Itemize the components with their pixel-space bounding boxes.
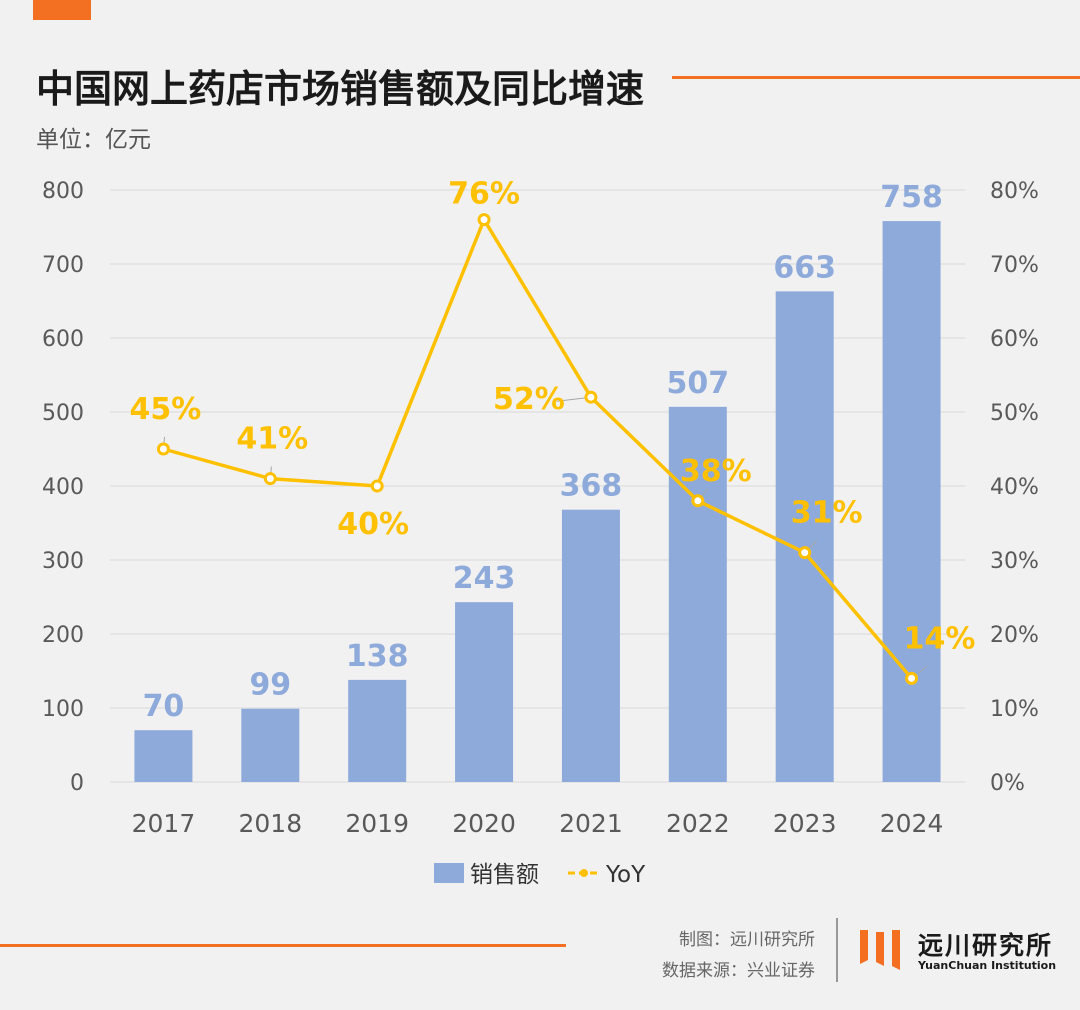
yoy-point: [156, 442, 170, 456]
brand-name-en: YuanChuan Institution: [918, 959, 1057, 972]
bar: [561, 509, 620, 782]
yoy-data-label: 31%: [791, 496, 863, 531]
bar-data-label: 99: [249, 668, 291, 703]
footer-accent-rule: [0, 944, 566, 947]
y-left-tick-label: 200: [42, 623, 84, 648]
bar: [241, 708, 300, 782]
bar-data-label: 663: [773, 250, 836, 285]
bar-data-label: 70: [143, 689, 185, 724]
legend-line-marker: [580, 869, 588, 877]
bar-data-label: 507: [667, 366, 730, 401]
x-tick-label: 2018: [239, 809, 303, 838]
yoy-data-label: 38%: [680, 454, 752, 489]
x-tick-label: 2019: [345, 809, 409, 838]
yoy-data-label: 45%: [130, 392, 202, 427]
y-left-tick-label: 600: [42, 327, 84, 352]
bar: [882, 221, 941, 782]
y-left-tick-label: 0: [70, 771, 84, 796]
header-accent-tab: [33, 0, 91, 20]
bar-data-label: 368: [560, 469, 623, 504]
unit-label: 单位：亿元: [36, 127, 151, 153]
y-left-tick-label: 100: [42, 697, 84, 722]
y-left-tick-label: 400: [42, 475, 84, 500]
brand-logo-icon: [860, 930, 900, 970]
y-right-tick-label: 50%: [990, 401, 1039, 426]
bar: [775, 291, 834, 782]
yoy-point: [584, 390, 598, 404]
credit-maker: 制图：远川研究所: [679, 930, 815, 950]
legend-bar-label: 销售额: [470, 862, 539, 888]
y-right-tick-label: 20%: [990, 623, 1039, 648]
x-tick-label: 2022: [666, 809, 730, 838]
chart-title: 中国网上药店市场销售额及同比增速: [36, 67, 645, 111]
yoy-point: [477, 213, 491, 227]
yoy-data-label: 40%: [337, 507, 409, 542]
yoy-point: [370, 479, 384, 493]
x-tick-label: 2021: [559, 809, 623, 838]
x-tick-label: 2024: [880, 809, 944, 838]
y-right-tick-label: 40%: [990, 475, 1039, 500]
y-right-tick-label: 80%: [990, 179, 1039, 204]
y-right-tick-label: 70%: [990, 253, 1039, 278]
y-right-tick-label: 0%: [990, 771, 1025, 796]
bar-data-label: 758: [880, 180, 943, 215]
bar-data-label: 243: [453, 561, 516, 596]
y-left-tick-label: 300: [42, 549, 84, 574]
credit-source: 数据来源：兴业证券: [662, 961, 815, 981]
y-left-tick-label: 700: [42, 253, 84, 278]
brand-name: 远川研究所: [918, 931, 1054, 960]
yoy-point: [691, 494, 705, 508]
y-left-tick-label: 800: [42, 179, 84, 204]
yoy-point: [905, 671, 919, 685]
y-right-tick-label: 30%: [990, 549, 1039, 574]
yoy-line: [162, 217, 913, 680]
bar: [455, 602, 514, 782]
yoy-data-label: 76%: [448, 177, 520, 212]
y-left-tick-label: 500: [42, 401, 84, 426]
x-tick-label: 2023: [773, 809, 837, 838]
y-right-tick-label: 60%: [990, 327, 1039, 352]
bar: [134, 730, 193, 782]
y-right-tick-label: 10%: [990, 697, 1039, 722]
bar: [668, 406, 727, 782]
x-tick-label: 2020: [452, 809, 516, 838]
bar: [348, 679, 407, 782]
footer-divider: [836, 918, 838, 982]
yoy-data-label: 52%: [493, 382, 565, 417]
yoy-point: [263, 472, 277, 486]
legend-bar-swatch: [434, 863, 464, 883]
title-accent-rule: [672, 76, 1080, 79]
x-tick-label: 2017: [132, 809, 196, 838]
bar-data-label: 138: [346, 639, 409, 674]
legend-line-label: YoY: [605, 862, 646, 888]
yoy-data-label: 14%: [904, 621, 976, 656]
yoy-point: [798, 546, 812, 560]
combo-chart: 0 100 200 300 400 500 600 700 800 0% 10% 20% 30% 40% 5…: [42, 177, 1039, 888]
yoy-data-label: 41%: [236, 422, 308, 457]
